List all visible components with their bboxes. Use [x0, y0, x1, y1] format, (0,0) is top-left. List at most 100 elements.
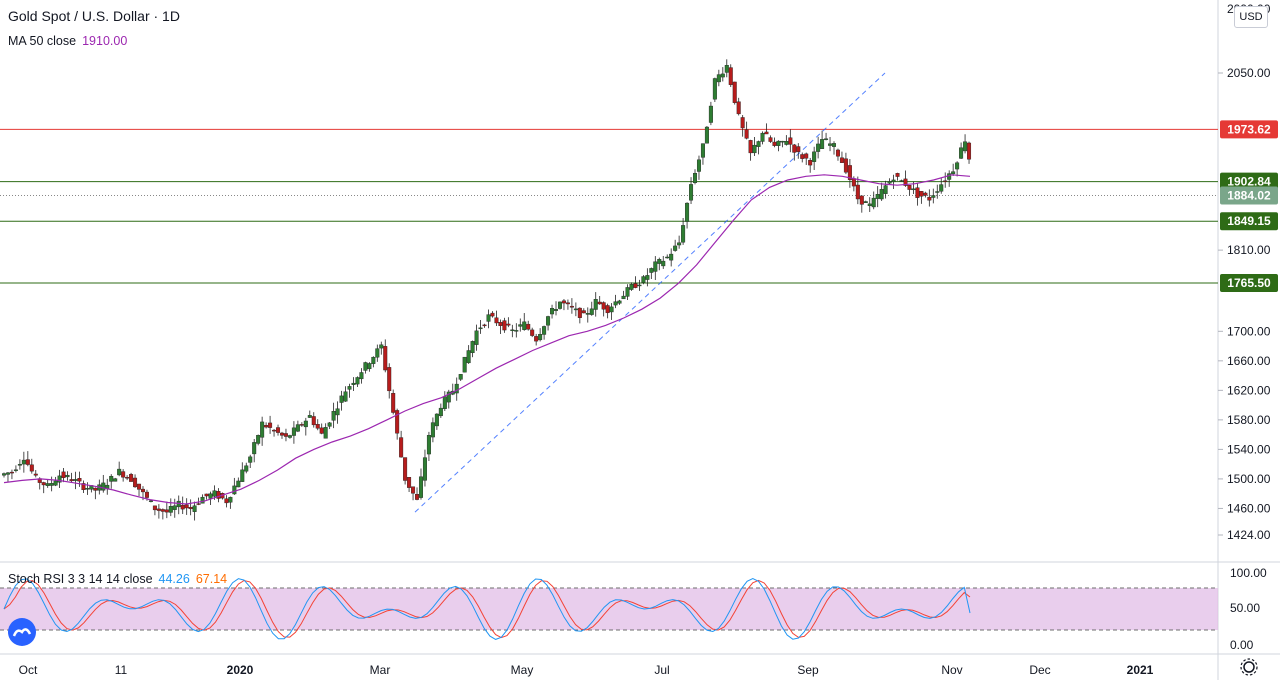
candle-up [113, 478, 118, 482]
candle-down [895, 173, 900, 177]
price-tick-label: 1460.00 [1227, 501, 1271, 515]
candle-down [506, 323, 511, 326]
candle-down [835, 149, 840, 157]
candle-down [395, 410, 400, 434]
candle-down [530, 329, 535, 336]
candle-up [625, 287, 630, 297]
candle-up [585, 313, 590, 315]
level-label-text: 1884.02 [1227, 188, 1271, 202]
ma-legend[interactable]: MA 50 close 1910.00 [8, 34, 127, 48]
candle-down [264, 425, 269, 428]
candle-down [77, 478, 82, 482]
candles [2, 59, 972, 521]
stoch-rsi-lines [3, 577, 971, 640]
candle-up [434, 413, 439, 427]
candle-down [859, 195, 864, 205]
candle-up [295, 424, 300, 432]
candle-up [339, 395, 344, 403]
candle-up [236, 480, 241, 488]
currency-button[interactable]: USD [1234, 6, 1268, 28]
stoch-legend[interactable]: Stoch RSI 3 3 14 14 close 44.26 67.14 [8, 572, 227, 586]
candle-down [494, 317, 499, 324]
candle-up [351, 382, 356, 385]
candle-down [129, 474, 134, 482]
candle-up [780, 140, 785, 143]
candle-up [613, 301, 618, 306]
candle-down [69, 479, 74, 482]
time-tick-label: Oct [19, 663, 38, 677]
candle-down [748, 140, 753, 154]
candle-up [45, 483, 50, 486]
candle-down [41, 482, 46, 486]
candle-up [442, 396, 447, 409]
time-tick-label: Nov [941, 663, 962, 677]
candle-up [13, 469, 18, 471]
candle-up [947, 173, 952, 180]
candle-down [740, 117, 745, 129]
level-label-text: 1902.84 [1227, 175, 1271, 189]
tradingview-logo-icon[interactable] [8, 618, 36, 646]
candle-down [581, 310, 586, 314]
candle-up [117, 468, 122, 476]
candle-down [315, 424, 320, 429]
candle-up [673, 245, 678, 251]
candle-down [943, 180, 948, 182]
candle-up [554, 309, 559, 311]
candle-down [216, 491, 221, 499]
candle-up [546, 316, 551, 326]
price-pane[interactable] [0, 0, 1218, 562]
candle-up [287, 435, 292, 438]
settings-gear-icon[interactable] [1238, 656, 1260, 678]
candle-down [283, 433, 288, 437]
candle-up [53, 480, 58, 486]
candle-down [736, 101, 741, 115]
candle-up [665, 256, 670, 259]
candle-up [939, 184, 944, 192]
candle-down [907, 185, 912, 190]
candle-up [887, 181, 892, 184]
candle-up [617, 300, 622, 304]
candle-up [355, 377, 360, 385]
candle-down [796, 146, 801, 152]
time-tick-label: 2020 [227, 663, 254, 677]
candle-up [327, 422, 332, 427]
candle-up [363, 362, 368, 371]
candle-down [847, 165, 852, 180]
symbol-title[interactable]: Gold Spot / U.S. Dollar · 1D [8, 8, 180, 24]
candle-down [605, 305, 610, 314]
candle-down [839, 157, 844, 163]
candle-up [347, 386, 352, 390]
candle-up [359, 372, 364, 380]
candle-down [61, 471, 66, 478]
price-tick-label: 1500.00 [1227, 472, 1271, 486]
candle-up [550, 308, 555, 315]
candle-down [534, 336, 539, 342]
candle-up [17, 464, 22, 466]
candle-up [375, 348, 380, 358]
candle-up [458, 374, 463, 380]
candle-down [137, 483, 142, 490]
stoch-tick-label: 100.00 [1230, 566, 1267, 580]
candle-down [160, 509, 165, 512]
candle-down [565, 302, 570, 305]
candle-up [883, 185, 888, 194]
candle-down [224, 498, 229, 504]
candle-down [391, 393, 396, 413]
candle-up [240, 469, 245, 482]
candle-down [800, 154, 805, 159]
candle-up [621, 295, 626, 300]
candle-up [252, 442, 257, 455]
level-label-bg [1220, 120, 1278, 139]
candle-up [963, 141, 968, 152]
candle-up [430, 422, 435, 438]
candle-down [764, 131, 769, 135]
candle-up [438, 407, 443, 417]
ma-label: MA 50 close [8, 34, 77, 48]
ma50-path [3, 174, 971, 505]
level-label-bg [1220, 212, 1278, 231]
candle-up [657, 259, 662, 264]
candle-up [951, 171, 956, 175]
candle-up [2, 473, 6, 476]
